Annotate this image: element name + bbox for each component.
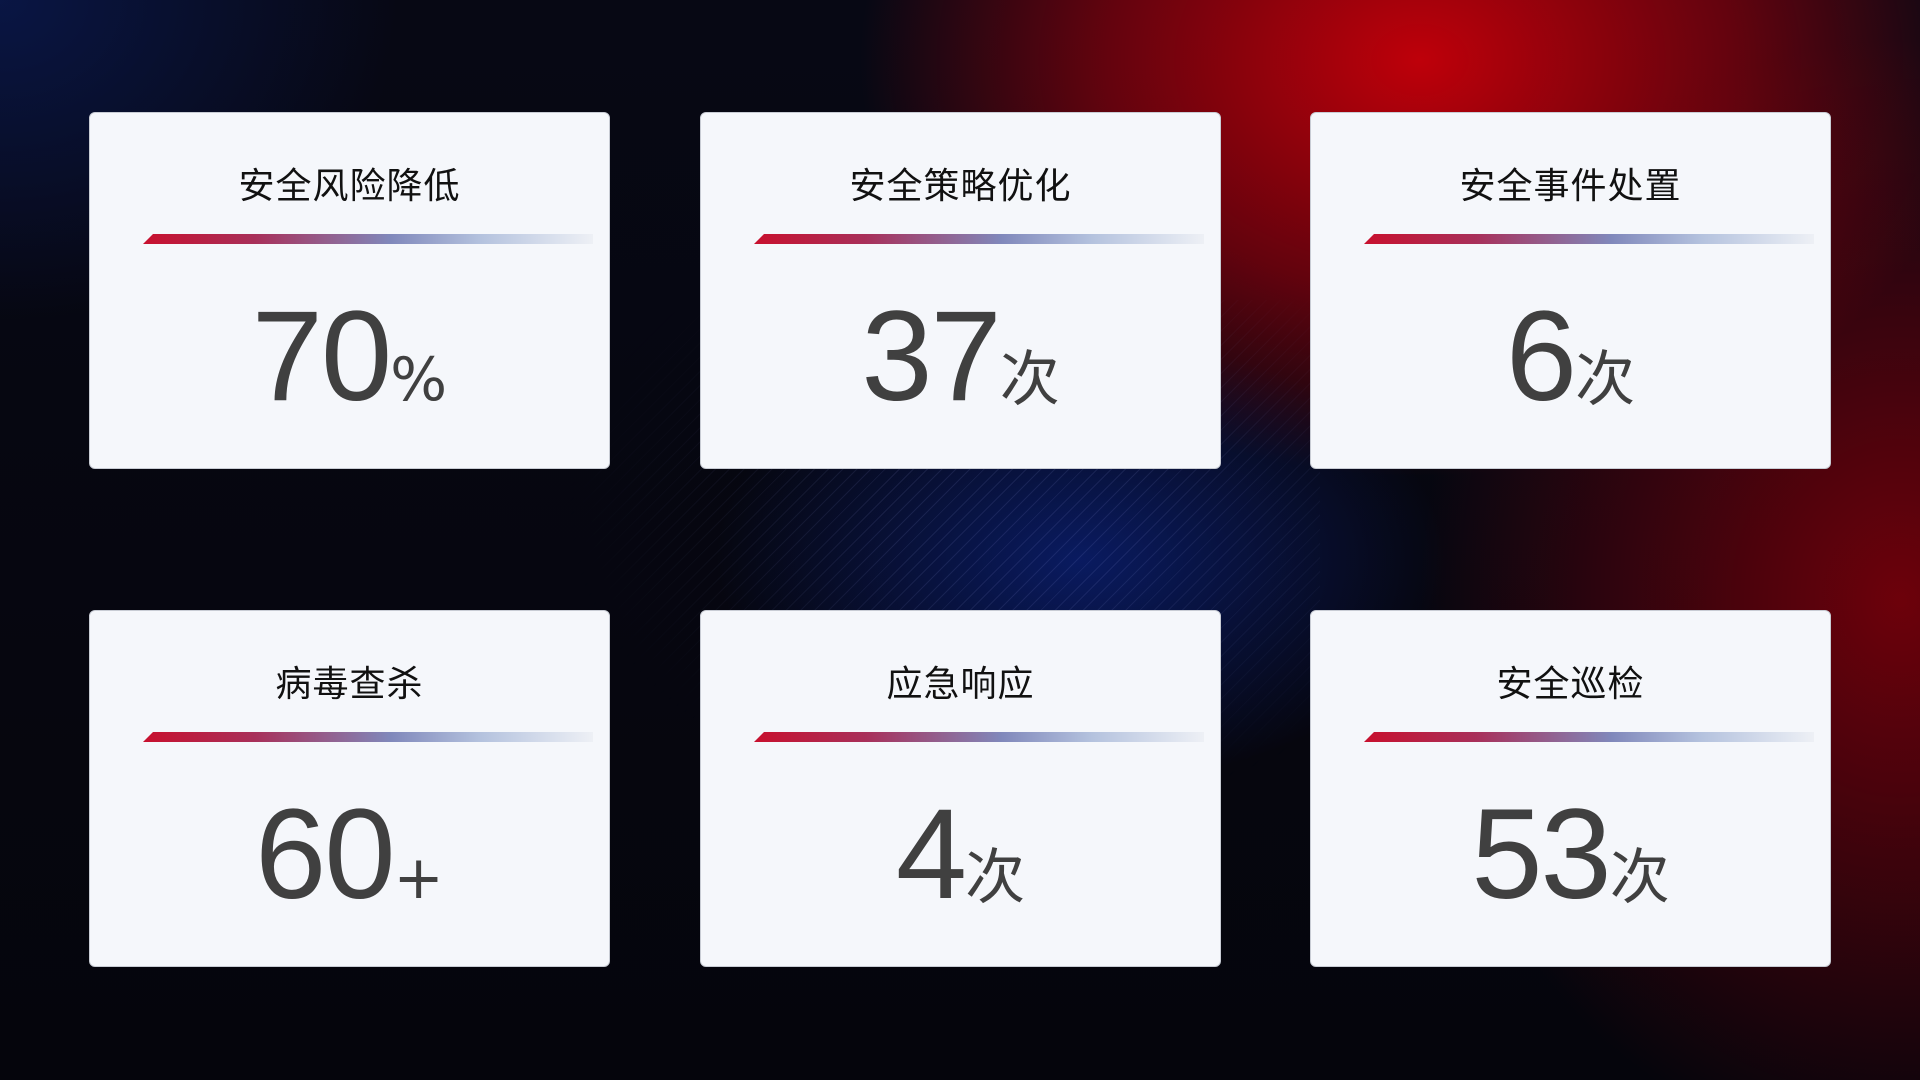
stat-card-emergency-response: 应急响应 4次 [700,610,1221,967]
card-title: 病毒查杀 [275,664,424,705]
value-number: 53 [1471,783,1611,926]
stat-card-incident-handling: 安全事件处置 6次 [1310,112,1831,469]
card-value: 4次 [701,781,1220,928]
card-title: 安全巡检 [1496,664,1645,705]
stat-card-virus-removal: 病毒查杀 60+ [89,610,610,967]
value-unit: 次 [965,843,1026,913]
card-title: 应急响应 [886,664,1035,705]
value-number: 4 [895,783,967,926]
card-title: 安全事件处置 [1459,166,1682,207]
card-title: 安全策略优化 [849,166,1072,207]
gradient-divider [143,234,593,244]
card-value: 70% [90,283,609,430]
value-number: 6 [1505,285,1577,428]
gradient-divider [754,234,1204,244]
card-value: 37次 [701,283,1220,430]
value-number: 60 [255,783,395,926]
gradient-divider [754,732,1204,742]
gradient-divider [143,732,593,742]
value-unit: % [390,345,448,415]
stat-card-security-patrol: 安全巡检 53次 [1310,610,1831,967]
card-value: 53次 [1311,781,1830,928]
value-unit: + [393,843,444,913]
gradient-divider [1364,234,1814,244]
value-unit: 次 [999,345,1060,415]
card-value: 60+ [90,781,609,928]
value-number: 70 [251,285,392,428]
card-title: 安全风险降低 [238,166,461,207]
value-unit: 次 [1575,345,1636,415]
value-unit: 次 [1609,843,1670,913]
gradient-divider [1364,732,1814,742]
stat-card-policy-optimization: 安全策略优化 37次 [700,112,1221,469]
card-value: 6次 [1311,283,1830,430]
value-number: 37 [861,285,1001,428]
stat-card-risk-reduction: 安全风险降低 70% [89,112,610,469]
